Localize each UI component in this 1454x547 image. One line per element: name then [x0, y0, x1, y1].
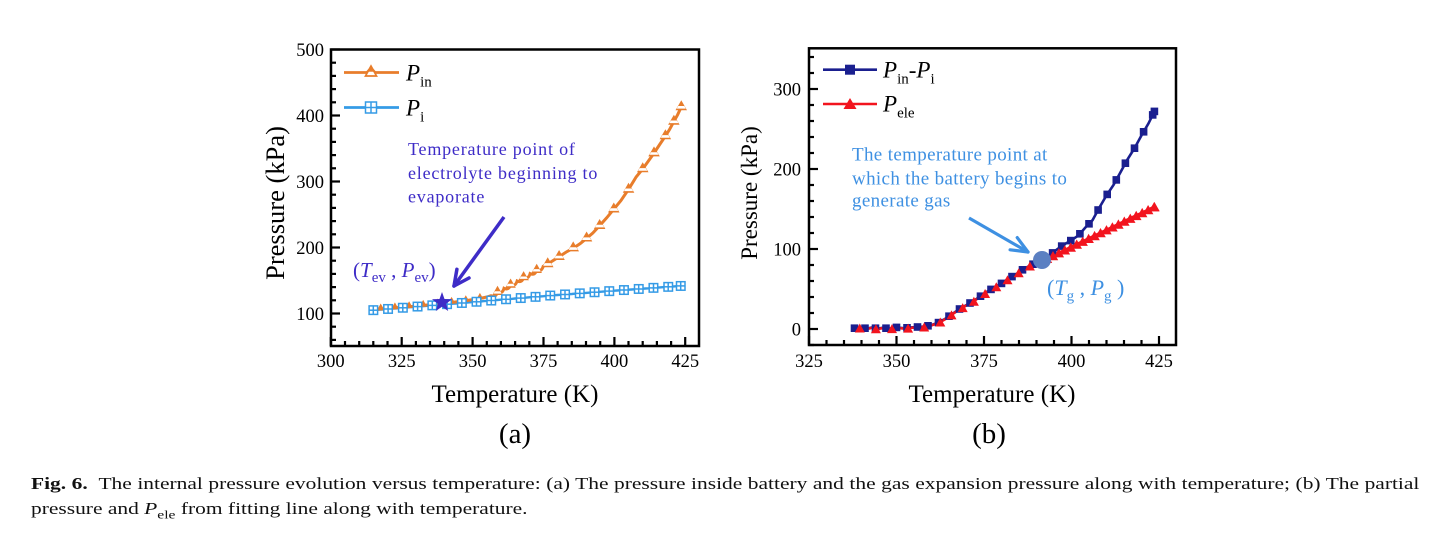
svg-text:Pele: Pele: [882, 91, 915, 121]
svg-text:400: 400: [601, 352, 629, 372]
svg-text:Pressure (kPa): Pressure (kPa): [737, 126, 762, 260]
svg-text:Temperature (K): Temperature (K): [909, 381, 1076, 408]
svg-text:300: 300: [317, 352, 345, 372]
svg-text:Temperature point of: Temperature point of: [408, 139, 576, 159]
svg-text:electrolyte beginning to: electrolyte beginning to: [408, 163, 598, 183]
svg-text:Pin: Pin: [405, 60, 432, 90]
svg-text:Pin-Pi: Pin-Pi: [882, 57, 935, 87]
svg-text:200: 200: [296, 239, 324, 259]
svg-text:350: 350: [883, 352, 911, 372]
svg-text:evaporate: evaporate: [408, 187, 485, 207]
svg-text:generate gas: generate gas: [852, 191, 951, 212]
svg-text:325: 325: [388, 352, 416, 372]
svg-text:Pi: Pi: [405, 95, 424, 125]
svg-text:Pressure (kPa): Pressure (kPa): [260, 126, 290, 280]
svg-text:425: 425: [671, 352, 699, 372]
svg-text:375: 375: [970, 352, 998, 372]
svg-text:100: 100: [296, 305, 324, 325]
svg-text:200: 200: [773, 161, 801, 181]
svg-text:400: 400: [1058, 352, 1086, 372]
svg-text:(Tev , Pev): (Tev , Pev): [353, 258, 436, 286]
svg-text:(Tg , Pg ): (Tg , Pg ): [1047, 275, 1124, 305]
svg-text:400: 400: [296, 107, 324, 127]
svg-text:The temperature point at: The temperature point at: [852, 145, 1048, 166]
svg-text:(a): (a): [499, 418, 531, 450]
svg-text:325: 325: [795, 352, 823, 372]
svg-text:which the battery begins to: which the battery begins to: [852, 169, 1067, 190]
svg-text:425: 425: [1145, 352, 1173, 372]
svg-text:500: 500: [296, 41, 324, 61]
svg-text:350: 350: [459, 352, 487, 372]
svg-text:100: 100: [773, 241, 801, 261]
svg-text:300: 300: [773, 81, 801, 101]
svg-text:375: 375: [530, 352, 558, 372]
svg-text:(b): (b): [972, 418, 1006, 450]
svg-text:0: 0: [792, 321, 801, 341]
svg-text:Temperature (K): Temperature (K): [432, 381, 599, 408]
svg-text:300: 300: [296, 173, 324, 193]
